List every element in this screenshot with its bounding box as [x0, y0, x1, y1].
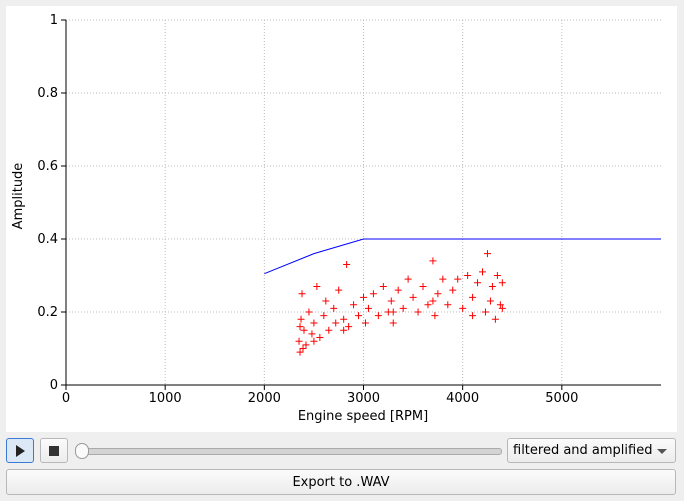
data-point: [454, 275, 462, 283]
data-point: [305, 308, 313, 316]
data-point: [389, 308, 397, 316]
data-point: [459, 304, 467, 312]
data-point: [434, 290, 442, 298]
data-point: [387, 297, 395, 305]
x-tick-label: 2000: [248, 391, 281, 406]
data-point: [335, 286, 343, 294]
data-point: [498, 279, 506, 287]
data-point: [469, 293, 477, 301]
data-point: [360, 293, 367, 301]
data-point: [299, 345, 307, 352]
data-point: [389, 319, 397, 327]
data-point: [493, 272, 501, 279]
data-point: [296, 348, 304, 356]
chart: Amplitude Engine speed [RPM] 0 0.2 0.4 0.6 0…: [6, 6, 677, 432]
plot-background: [6, 6, 677, 432]
y-tick-label: 0: [50, 378, 58, 393]
stop-icon: [49, 445, 59, 456]
data-point: [350, 301, 358, 309]
data-point: [308, 330, 316, 338]
data-point: [429, 257, 437, 265]
data-point: [486, 297, 494, 305]
data-point: [488, 282, 496, 290]
data-point: [424, 301, 432, 309]
data-point: [313, 282, 321, 290]
data-point: [444, 301, 452, 309]
data-point: [491, 315, 499, 323]
data-point: [297, 315, 305, 323]
data-point: [361, 319, 369, 327]
y-tick-label: 0.4: [37, 232, 58, 247]
data-point: [394, 286, 402, 294]
data-point: [325, 326, 333, 334]
data-point: [374, 312, 382, 320]
data-point: [431, 312, 439, 320]
data-point: [439, 275, 447, 283]
y-tick-label: 1: [50, 13, 58, 28]
play-icon: [16, 444, 25, 457]
stop-button[interactable]: [40, 438, 68, 463]
y-axis-label: Amplitude: [11, 163, 26, 230]
data-point: [343, 261, 351, 269]
data-point: [399, 304, 407, 312]
y-tick-label: 0.6: [37, 159, 58, 174]
data-point: [481, 308, 489, 316]
data-point: [298, 290, 306, 298]
slider-track[interactable]: [78, 448, 502, 455]
x-tick-label: 1000: [149, 391, 182, 406]
data-point: [449, 286, 457, 294]
data-point: [316, 334, 324, 342]
data-point: [414, 308, 422, 316]
play-button[interactable]: [6, 438, 34, 463]
data-point: [310, 337, 318, 345]
data-point: [345, 323, 353, 331]
data-point: [302, 341, 310, 349]
y-tick-label: 0.8: [37, 86, 58, 101]
data-point: [404, 275, 412, 283]
x-axis-label: Engine speed [RPM]: [298, 409, 428, 424]
data-point: [364, 304, 372, 312]
data-point: [429, 297, 437, 305]
data-line: [264, 238, 661, 275]
export-text: Export to .WAV: [292, 474, 390, 490]
data-point: [379, 282, 387, 290]
data-point: [340, 326, 348, 334]
x-tick-label: 5000: [545, 391, 578, 406]
mode-dropdown[interactable]: filtered and amplified: [507, 438, 676, 463]
data-point: [322, 297, 330, 305]
dropdown-text: filtered and amplified: [513, 443, 653, 458]
data-point: [330, 304, 338, 312]
data-point: [296, 323, 304, 331]
data-point: [469, 312, 477, 320]
data-point: [409, 293, 417, 301]
data-point: [355, 312, 363, 320]
slider-handle[interactable]: [75, 443, 89, 459]
data-point: [300, 326, 308, 334]
x-tick-label: 4000: [446, 391, 479, 406]
data-point: [332, 319, 340, 327]
data-point: [479, 268, 486, 276]
data-point: [369, 290, 377, 298]
y-tick-label: 0.2: [37, 305, 58, 320]
data-point: [340, 315, 348, 323]
data-point: [295, 337, 303, 345]
x-tick-label: 0: [62, 391, 70, 406]
export-button[interactable]: Export to .WAV: [6, 469, 676, 495]
data-point: [320, 312, 328, 320]
data-point: [419, 282, 427, 290]
data-point: [498, 304, 506, 312]
data-point: [483, 250, 491, 258]
dropdown-arrow: [657, 449, 667, 454]
data-point: [496, 301, 504, 309]
data-point: [310, 319, 318, 327]
x-tick-label: 3000: [347, 391, 380, 406]
data-point: [474, 279, 482, 287]
data-point: [464, 272, 472, 279]
